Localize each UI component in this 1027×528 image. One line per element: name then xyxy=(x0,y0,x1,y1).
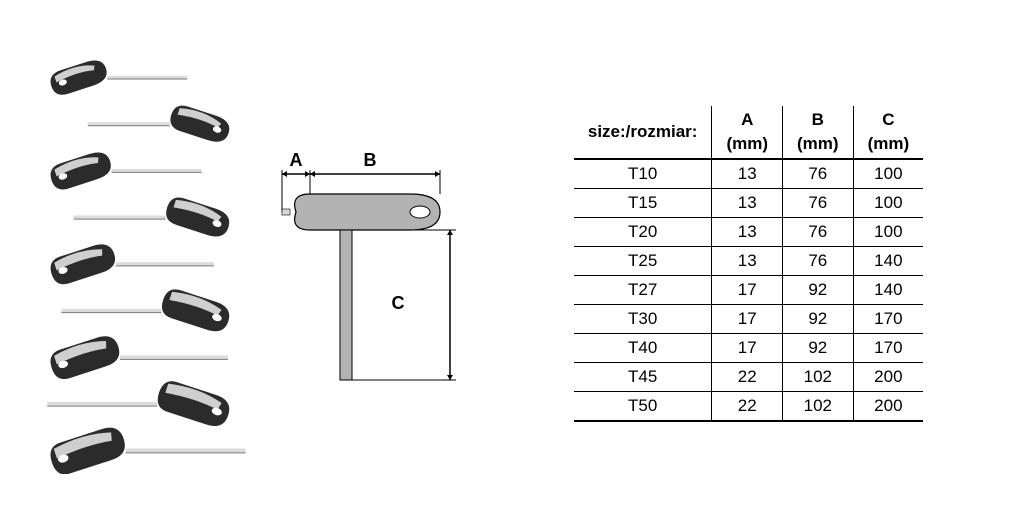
cell-size: T27 xyxy=(574,276,712,305)
header-B: B xyxy=(783,106,854,134)
cell-size: T15 xyxy=(574,189,712,218)
cell-A: 13 xyxy=(712,247,783,276)
tool-item xyxy=(88,102,233,145)
tool-item xyxy=(47,424,246,474)
diagram-svg: A B C xyxy=(270,134,470,394)
layout-row: ABC size:/rozmiar: A B C (mm) (mm) (mm) xyxy=(20,20,1007,508)
cell-A: 22 xyxy=(712,392,783,422)
cell-size: T30 xyxy=(574,305,712,334)
tool-item xyxy=(47,332,228,382)
svg-text:B: B xyxy=(364,150,377,170)
table-row: T401792170 xyxy=(574,334,923,363)
header-C-unit: (mm) xyxy=(853,134,923,159)
header-C: C xyxy=(853,106,923,134)
header-A-unit: (mm) xyxy=(712,134,783,159)
size-table-head: size:/rozmiar: A B C (mm) (mm) (mm) xyxy=(574,106,923,159)
header-A: A xyxy=(712,106,783,134)
size-table-body: T101376100T151376100T201376100T251376140… xyxy=(574,159,923,421)
cell-C: 140 xyxy=(853,276,923,305)
cell-B: 92 xyxy=(783,276,854,305)
cell-size: T40 xyxy=(574,334,712,363)
cell-C: 100 xyxy=(853,159,923,189)
table-row: T5022102200 xyxy=(574,392,923,422)
table-row: T251376140 xyxy=(574,247,923,276)
cell-B: 92 xyxy=(783,305,854,334)
table-row: T101376100 xyxy=(574,159,923,189)
product-spec-sheet: ABC size:/rozmiar: A B C (mm) (mm) (mm) xyxy=(0,0,1027,528)
cell-A: 17 xyxy=(712,276,783,305)
product-photo xyxy=(20,54,260,474)
cell-B: 76 xyxy=(783,218,854,247)
cell-A: 13 xyxy=(712,159,783,189)
cell-size: T20 xyxy=(574,218,712,247)
cell-C: 100 xyxy=(853,189,923,218)
svg-text:A: A xyxy=(290,150,303,170)
cell-C: 140 xyxy=(853,247,923,276)
tool-item xyxy=(48,57,188,98)
cell-size: T10 xyxy=(574,159,712,189)
cell-B: 76 xyxy=(783,159,854,189)
tool-item xyxy=(74,194,233,240)
cell-C: 170 xyxy=(853,305,923,334)
table-row: T151376100 xyxy=(574,189,923,218)
tool-item xyxy=(47,378,233,430)
dimension-diagram: A B C xyxy=(260,134,480,394)
header-size: size:/rozmiar: xyxy=(574,106,712,159)
size-table: size:/rozmiar: A B C (mm) (mm) (mm) T101… xyxy=(574,106,923,422)
cell-B: 102 xyxy=(783,363,854,392)
tool-item xyxy=(47,240,214,287)
cell-B: 92 xyxy=(783,334,854,363)
tool-item xyxy=(61,286,232,335)
cell-size: T50 xyxy=(574,392,712,422)
cell-size: T45 xyxy=(574,363,712,392)
cell-A: 17 xyxy=(712,305,783,334)
cell-A: 22 xyxy=(712,363,783,392)
header-B-unit: (mm) xyxy=(783,134,854,159)
table-row: T201376100 xyxy=(574,218,923,247)
cell-A: 13 xyxy=(712,189,783,218)
cell-size: T25 xyxy=(574,247,712,276)
tool-item xyxy=(47,149,201,193)
svg-text:C: C xyxy=(392,293,405,313)
tools-stack-svg xyxy=(20,54,260,474)
table-row: T301792170 xyxy=(574,305,923,334)
size-table-wrapper: size:/rozmiar: A B C (mm) (mm) (mm) T101… xyxy=(480,106,1007,422)
table-row: T4522102200 xyxy=(574,363,923,392)
cell-B: 76 xyxy=(783,189,854,218)
cell-C: 200 xyxy=(853,392,923,422)
table-row: T271792140 xyxy=(574,276,923,305)
cell-C: 200 xyxy=(853,363,923,392)
cell-C: 100 xyxy=(853,218,923,247)
cell-A: 13 xyxy=(712,218,783,247)
cell-C: 170 xyxy=(853,334,923,363)
cell-B: 102 xyxy=(783,392,854,422)
cell-A: 17 xyxy=(712,334,783,363)
cell-B: 76 xyxy=(783,247,854,276)
